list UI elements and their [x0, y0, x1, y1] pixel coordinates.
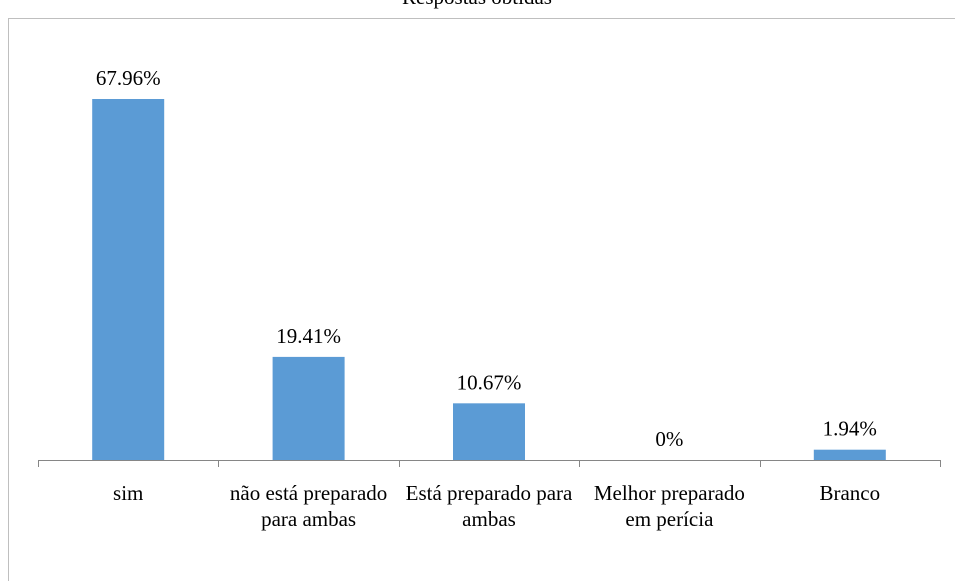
data-label: 1.94%	[823, 417, 877, 441]
data-label: 19.41%	[276, 324, 341, 348]
x-tick-label: não está preparado para ambas	[229, 481, 388, 531]
x-tick-label: Está preparado para ambas	[405, 481, 573, 531]
chart-title: Respostas obtidas	[402, 0, 552, 9]
bar	[813, 449, 886, 460]
data-label: 0%	[655, 427, 683, 451]
x-tick-label: Branco	[819, 481, 881, 505]
bar	[92, 99, 165, 460]
data-label: 10.67%	[457, 370, 522, 394]
bar	[453, 403, 525, 460]
x-tick-label: sim	[113, 481, 144, 505]
bar	[272, 356, 345, 460]
chart-frame	[8, 18, 955, 581]
data-label: 67.96%	[96, 66, 161, 90]
x-tick-label: Melhor preparado em perícia	[593, 481, 745, 531]
